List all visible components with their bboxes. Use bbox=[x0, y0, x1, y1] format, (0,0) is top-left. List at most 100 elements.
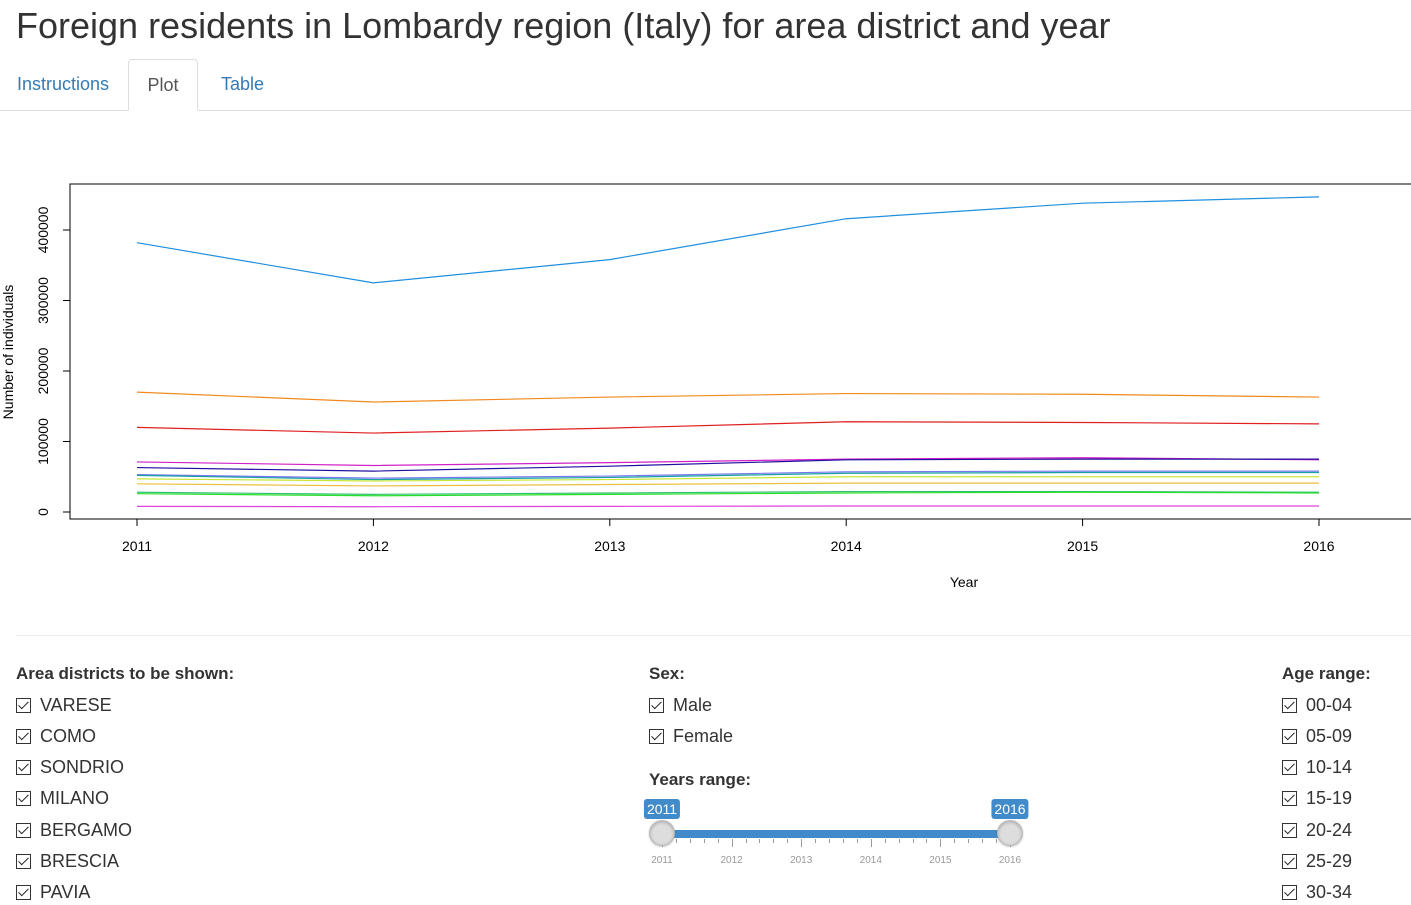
x-tick-label: 2014 bbox=[831, 538, 862, 554]
x-tick-label: 2012 bbox=[358, 538, 389, 554]
tab-plot[interactable]: Plot bbox=[128, 59, 198, 111]
age-option[interactable]: 25-29 bbox=[1282, 850, 1352, 874]
section-divider bbox=[16, 635, 1411, 636]
checkbox-checked-icon[interactable] bbox=[1282, 885, 1297, 901]
sex-label: Sex: bbox=[649, 664, 685, 683]
slider-tick bbox=[731, 839, 733, 847]
age-option[interactable]: 15-19 bbox=[1282, 787, 1352, 811]
age-option-label: 30-34 bbox=[1306, 882, 1353, 903]
years-range-slider[interactable]: 2011 2016 2011 2012 2013 2014 2015 2016 bbox=[640, 795, 1030, 875]
checkbox-checked-icon[interactable] bbox=[16, 822, 31, 838]
district-option-label: MILANO bbox=[40, 788, 110, 809]
age-option[interactable]: 20-24 bbox=[1282, 818, 1352, 842]
series-line-4 bbox=[136, 457, 1320, 467]
series-line-8 bbox=[136, 476, 1319, 482]
district-option-label: BRESCIA bbox=[40, 851, 120, 871]
y-tick-label: 0 bbox=[35, 508, 51, 516]
slider-tick bbox=[856, 839, 858, 843]
slider-tick bbox=[703, 839, 705, 843]
y-tick-label: 300000 bbox=[35, 277, 51, 324]
sex-option[interactable]: Female bbox=[649, 724, 733, 748]
tab-instructions[interactable]: Instructions bbox=[17, 74, 110, 94]
slider-from-handle[interactable] bbox=[649, 820, 675, 846]
slider-tick bbox=[884, 839, 886, 843]
slider-to-handle[interactable] bbox=[997, 820, 1023, 846]
checkbox-checked-icon[interactable] bbox=[1282, 760, 1297, 776]
tab-table[interactable]: Table bbox=[221, 74, 265, 94]
slider-tick bbox=[996, 839, 998, 843]
district-option-label: PAVIA bbox=[40, 882, 91, 903]
checkbox-checked-icon[interactable] bbox=[649, 728, 664, 744]
slider-tick bbox=[717, 839, 719, 843]
district-option[interactable]: COMO bbox=[16, 724, 96, 748]
series-line-2 bbox=[136, 391, 1320, 403]
x-tick-label: 2011 bbox=[122, 538, 152, 554]
slider-to-value: 2016 bbox=[991, 799, 1029, 819]
district-option[interactable]: MILANO bbox=[16, 787, 109, 811]
checkbox-checked-icon[interactable] bbox=[1282, 728, 1297, 744]
slider-tick bbox=[787, 839, 789, 843]
checkbox-checked-icon[interactable] bbox=[1282, 791, 1297, 807]
series-line-1 bbox=[136, 196, 1320, 284]
checkbox-checked-icon[interactable] bbox=[1282, 854, 1297, 869]
x-tick-label: 2016 bbox=[1303, 538, 1334, 554]
district-option[interactable]: VARESE bbox=[16, 693, 112, 717]
slider-tick-label: 2015 bbox=[929, 855, 952, 866]
series-line-7 bbox=[136, 471, 1319, 481]
y-tick-label: 400000 bbox=[35, 206, 51, 253]
age-range-label: Age range: bbox=[1282, 664, 1371, 683]
series-line-11 bbox=[136, 491, 1320, 497]
x-tick-label: 2013 bbox=[594, 538, 625, 554]
district-option[interactable]: SONDRIO bbox=[16, 756, 124, 780]
slider-tick bbox=[940, 839, 942, 847]
y-tick-label: 200000 bbox=[35, 347, 51, 394]
age-option-label: 25-29 bbox=[1306, 851, 1353, 871]
y-axis-label: Number of individuals bbox=[0, 285, 16, 420]
slider-tick bbox=[968, 839, 970, 843]
line-chart: 2011 2012 2013 2014 2015 2016 Year 0 100000 20000… bbox=[0, 183, 1411, 590]
age-option-label: 20-24 bbox=[1306, 819, 1353, 840]
slider-tick-label: 2014 bbox=[859, 855, 882, 866]
checkbox-checked-icon[interactable] bbox=[16, 885, 31, 901]
checkbox-checked-icon[interactable] bbox=[16, 760, 31, 776]
slider-selected-bar[interactable] bbox=[662, 830, 1010, 838]
checkbox-checked-icon[interactable] bbox=[16, 728, 31, 744]
slider-tick-label: 2011 bbox=[651, 855, 673, 866]
plot-frame bbox=[69, 183, 1411, 520]
slider-tick bbox=[745, 839, 747, 843]
slider-tick bbox=[912, 839, 914, 843]
y-tick-label: 100000 bbox=[35, 418, 51, 465]
age-option-label: 00-04 bbox=[1306, 694, 1353, 715]
checkbox-checked-icon[interactable] bbox=[649, 697, 664, 713]
district-option[interactable]: BERGAMO bbox=[16, 818, 132, 842]
slider-tick bbox=[926, 839, 928, 843]
slider-tick bbox=[815, 839, 817, 843]
checkbox-checked-icon[interactable] bbox=[16, 697, 31, 713]
slider-tick bbox=[675, 839, 677, 843]
district-option[interactable]: BRESCIA bbox=[16, 850, 119, 874]
page-title: Foreign residents in Lombardy region (It… bbox=[16, 5, 1111, 46]
slider-tick bbox=[759, 839, 761, 843]
checkbox-checked-icon[interactable] bbox=[1282, 697, 1297, 713]
sex-option[interactable]: Male bbox=[649, 693, 712, 717]
district-option[interactable]: PAVIA bbox=[16, 881, 90, 905]
checkbox-checked-icon[interactable] bbox=[16, 854, 31, 869]
slider-tick-label: 2012 bbox=[720, 855, 743, 866]
districts-label: Area districts to be shown: bbox=[16, 664, 235, 683]
age-option[interactable]: 30-34 bbox=[1282, 881, 1352, 905]
slider-tick bbox=[829, 839, 831, 843]
age-option[interactable]: 00-04 bbox=[1282, 693, 1352, 717]
slider-tick bbox=[954, 839, 956, 843]
x-tick-label: 2015 bbox=[1067, 538, 1098, 554]
slider-tick bbox=[773, 839, 775, 843]
checkbox-checked-icon[interactable] bbox=[16, 791, 31, 807]
district-option-label: BERGAMO bbox=[40, 819, 133, 840]
age-option[interactable]: 05-09 bbox=[1282, 724, 1352, 748]
sex-option-label: Female bbox=[673, 725, 734, 746]
checkbox-checked-icon[interactable] bbox=[1282, 822, 1297, 838]
age-option[interactable]: 10-14 bbox=[1282, 756, 1352, 780]
age-option-label: 15-19 bbox=[1306, 788, 1353, 809]
x-axis-label: Year bbox=[950, 574, 979, 590]
slider-tick bbox=[842, 839, 844, 843]
series-line-3 bbox=[136, 421, 1320, 434]
